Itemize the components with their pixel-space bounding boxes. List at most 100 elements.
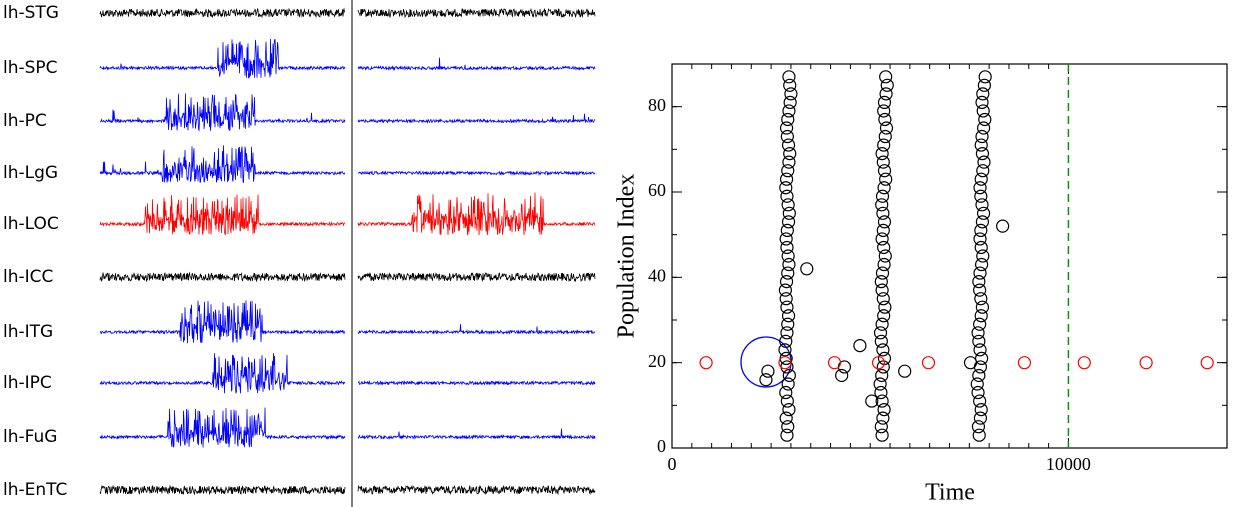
point — [975, 215, 990, 229]
point — [1139, 356, 1153, 370]
point — [921, 356, 936, 370]
trace-label: lh-IPC — [3, 373, 52, 393]
point — [977, 155, 991, 169]
point — [970, 377, 984, 391]
point — [782, 70, 796, 84]
point — [975, 198, 989, 212]
point — [978, 112, 992, 127]
point — [877, 403, 891, 417]
trace — [99, 407, 346, 448]
point — [781, 249, 795, 263]
point — [879, 172, 893, 186]
point — [875, 147, 889, 161]
point — [781, 420, 795, 434]
point — [778, 343, 792, 357]
point — [778, 356, 792, 370]
point — [779, 334, 793, 348]
point — [782, 403, 796, 417]
point — [782, 104, 796, 118]
x-tick-label: 0 — [668, 454, 677, 474]
point — [877, 215, 892, 229]
point — [971, 420, 986, 434]
y-tick-label: 60 — [648, 180, 666, 200]
point — [876, 411, 890, 425]
point — [780, 223, 794, 237]
point — [874, 275, 888, 289]
point — [876, 343, 890, 357]
point — [973, 232, 987, 246]
point — [781, 215, 796, 229]
point — [875, 317, 889, 331]
point — [880, 78, 894, 92]
trace — [99, 7, 346, 19]
point — [976, 104, 990, 118]
point — [977, 78, 991, 92]
point — [974, 403, 988, 417]
point — [779, 292, 793, 306]
point — [972, 275, 986, 289]
point — [780, 189, 794, 203]
point — [877, 164, 892, 178]
trace-label: lh-EnTC — [3, 480, 67, 500]
trace — [99, 93, 346, 132]
trace — [357, 380, 596, 386]
trace-label: lh-SPC — [3, 58, 58, 78]
y-tick-label: 40 — [648, 265, 666, 285]
point — [778, 283, 792, 297]
point — [973, 343, 987, 357]
point — [974, 223, 988, 237]
point — [878, 129, 892, 144]
point — [877, 257, 891, 272]
point — [865, 394, 879, 408]
point — [781, 317, 795, 331]
point — [973, 317, 987, 331]
point — [779, 411, 793, 425]
point — [975, 129, 989, 144]
trace-label: lh-ICC — [3, 267, 53, 287]
point — [879, 121, 894, 135]
trace — [357, 113, 596, 124]
point — [783, 147, 797, 161]
point — [973, 266, 987, 280]
point — [971, 385, 985, 400]
point — [782, 368, 796, 383]
point — [827, 356, 842, 370]
trace-label: lh-STG — [3, 3, 59, 23]
point — [974, 189, 988, 203]
point — [875, 368, 889, 383]
point — [974, 309, 988, 323]
point — [781, 198, 795, 212]
trace — [357, 428, 596, 440]
trace-label: lh-ITG — [3, 322, 53, 342]
point — [779, 172, 794, 186]
point — [782, 206, 796, 220]
point — [974, 240, 988, 255]
point — [875, 266, 890, 280]
point — [976, 164, 990, 178]
point — [874, 385, 888, 400]
point — [779, 121, 794, 135]
trace-label: lh-FuG — [3, 427, 57, 447]
point — [877, 95, 892, 110]
point — [783, 95, 797, 110]
y-tick-label: 20 — [648, 351, 666, 371]
point — [784, 87, 798, 101]
point — [783, 78, 797, 92]
trace-label: lh-LOC — [3, 214, 59, 234]
point — [878, 249, 892, 263]
point — [973, 394, 987, 408]
point — [779, 181, 793, 195]
point — [780, 428, 794, 442]
point — [878, 300, 892, 314]
point — [879, 70, 893, 84]
point — [974, 292, 988, 306]
point — [975, 351, 989, 365]
point — [975, 300, 990, 314]
point — [874, 420, 888, 434]
trace — [357, 484, 596, 496]
trace — [357, 170, 596, 177]
point — [835, 368, 849, 383]
point — [780, 129, 794, 144]
point — [853, 339, 867, 353]
trace — [357, 57, 596, 71]
